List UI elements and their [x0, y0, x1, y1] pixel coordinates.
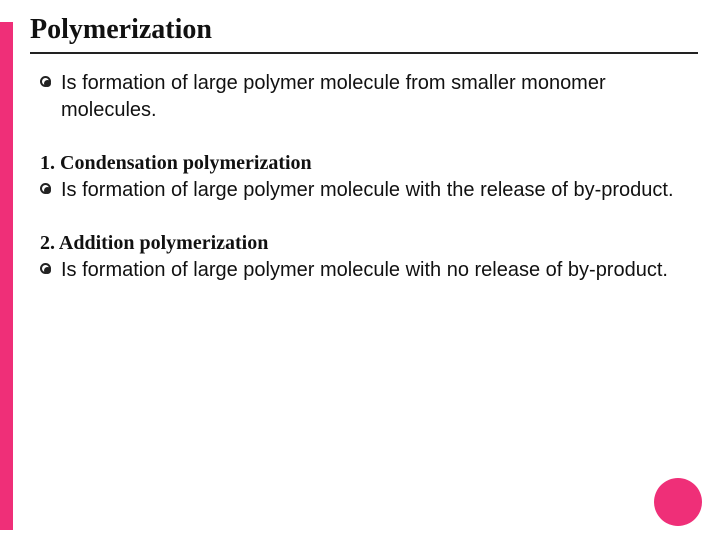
- section-heading-1: 1. Condensation polymerization: [30, 152, 698, 175]
- intro-bullet-row: Is formation of large polymer molecule f…: [30, 70, 698, 124]
- intro-bullet-text: Is formation of large polymer molecule f…: [61, 70, 698, 124]
- decorative-circle-icon: [654, 478, 702, 526]
- slide-content: Polymerization Is formation of large pol…: [30, 14, 698, 312]
- accent-sidebar: [0, 22, 13, 530]
- bullet-icon: [40, 76, 51, 87]
- section-1-bullet-text: Is formation of large polymer molecule w…: [61, 177, 674, 204]
- section-2-bullet-text: Is formation of large polymer molecule w…: [61, 257, 668, 284]
- section-1-bullet-row: Is formation of large polymer molecule w…: [30, 177, 698, 204]
- page-title: Polymerization: [30, 14, 698, 54]
- bullet-icon: [40, 263, 51, 274]
- section-heading-2: 2. Addition polymerization: [30, 232, 698, 255]
- section-2-bullet-row: Is formation of large polymer molecule w…: [30, 257, 698, 284]
- bullet-icon: [40, 183, 51, 194]
